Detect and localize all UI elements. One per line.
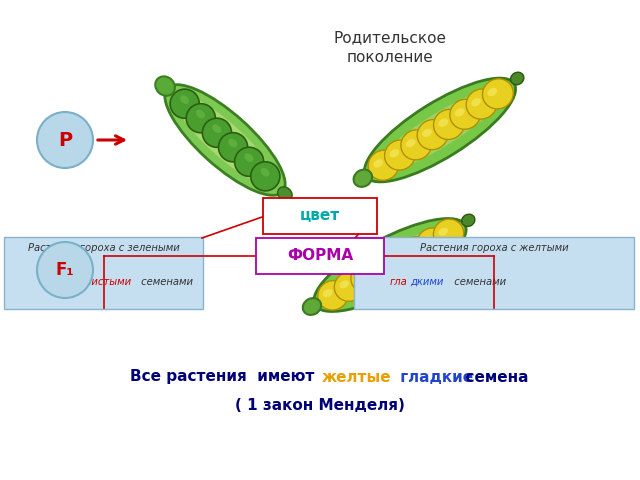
Ellipse shape <box>417 228 447 257</box>
Ellipse shape <box>461 214 475 227</box>
Text: семена: семена <box>455 370 529 384</box>
FancyBboxPatch shape <box>354 237 634 309</box>
Ellipse shape <box>175 94 275 186</box>
Text: Все растения  имеют: Все растения имеют <box>131 370 320 384</box>
Ellipse shape <box>390 149 399 157</box>
Ellipse shape <box>405 245 415 253</box>
Ellipse shape <box>406 139 415 147</box>
Ellipse shape <box>278 187 292 201</box>
Ellipse shape <box>433 219 464 249</box>
Ellipse shape <box>251 162 280 191</box>
Ellipse shape <box>212 124 221 133</box>
Ellipse shape <box>351 263 381 292</box>
Text: морщинистыми: морщинистыми <box>50 277 132 287</box>
Text: Растения гороха с желтыми: Растения гороха с желтыми <box>420 243 568 253</box>
Text: семенами: семенами <box>448 277 506 287</box>
Ellipse shape <box>385 140 415 170</box>
Ellipse shape <box>196 110 205 119</box>
Ellipse shape <box>422 129 432 137</box>
Text: дкими: дкими <box>410 277 444 287</box>
Ellipse shape <box>438 119 448 127</box>
Text: желтые: желтые <box>322 370 392 384</box>
Ellipse shape <box>218 132 248 162</box>
FancyBboxPatch shape <box>256 238 384 274</box>
Ellipse shape <box>368 150 399 180</box>
Text: семенами: семенами <box>138 277 193 287</box>
Text: цвет: цвет <box>300 208 340 224</box>
Ellipse shape <box>433 109 464 140</box>
Ellipse shape <box>511 72 524 85</box>
Ellipse shape <box>156 76 175 96</box>
Ellipse shape <box>318 281 348 310</box>
Circle shape <box>37 112 93 168</box>
Ellipse shape <box>353 169 372 187</box>
Ellipse shape <box>228 139 237 147</box>
Ellipse shape <box>401 237 431 266</box>
Ellipse shape <box>384 245 414 275</box>
Ellipse shape <box>471 98 481 107</box>
FancyBboxPatch shape <box>4 237 203 309</box>
Ellipse shape <box>334 272 365 301</box>
Ellipse shape <box>244 153 253 162</box>
Ellipse shape <box>235 147 264 176</box>
Text: ( 1 закон Менделя): ( 1 закон Менделя) <box>235 397 405 412</box>
Ellipse shape <box>417 120 448 150</box>
Ellipse shape <box>450 99 481 129</box>
Text: Растения гороха с зелеными: Растения гороха с зелеными <box>28 243 180 253</box>
Ellipse shape <box>455 108 465 117</box>
Ellipse shape <box>170 89 199 118</box>
Text: F₁: F₁ <box>56 261 74 279</box>
Ellipse shape <box>260 168 269 177</box>
Ellipse shape <box>367 254 397 284</box>
Ellipse shape <box>356 272 365 280</box>
Ellipse shape <box>374 87 506 173</box>
Ellipse shape <box>466 89 497 119</box>
Ellipse shape <box>373 159 383 168</box>
Ellipse shape <box>364 78 516 182</box>
Ellipse shape <box>389 254 399 262</box>
Ellipse shape <box>339 280 349 288</box>
Ellipse shape <box>323 289 333 297</box>
FancyBboxPatch shape <box>263 198 377 234</box>
Text: гла: гла <box>390 277 408 287</box>
Text: ФОРМА: ФОРМА <box>287 249 353 264</box>
Ellipse shape <box>372 263 382 271</box>
Text: P: P <box>58 131 72 149</box>
Ellipse shape <box>186 104 216 133</box>
Ellipse shape <box>303 298 321 315</box>
Ellipse shape <box>488 88 497 96</box>
Text: Родительское
поколение: Родительское поколение <box>333 30 447 65</box>
Ellipse shape <box>323 227 456 303</box>
Ellipse shape <box>165 84 285 195</box>
Ellipse shape <box>438 228 448 236</box>
Ellipse shape <box>422 237 431 244</box>
Ellipse shape <box>483 79 513 109</box>
Text: гладкие: гладкие <box>395 370 473 384</box>
Ellipse shape <box>401 130 431 160</box>
Ellipse shape <box>202 118 232 147</box>
Ellipse shape <box>314 218 466 312</box>
Circle shape <box>37 242 93 298</box>
Ellipse shape <box>180 95 189 104</box>
